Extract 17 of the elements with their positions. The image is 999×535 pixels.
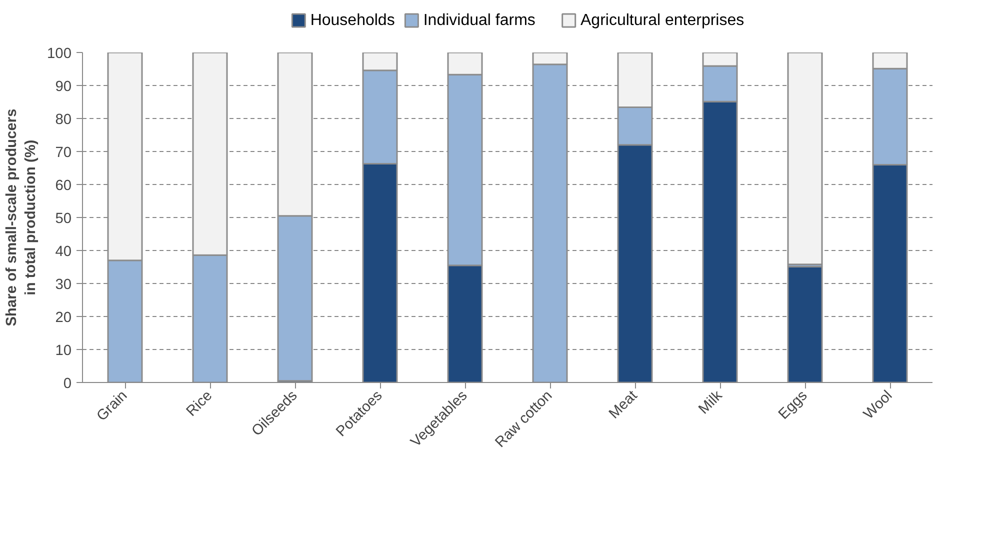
legend-label: Households (310, 12, 395, 29)
y-tick-label: 10 (55, 343, 72, 359)
y-tick-label: 50 (55, 211, 72, 227)
legend-label: Agricultural enterprises (580, 12, 744, 29)
y-axis-title: Share of small-scale producers in total production (%) (4, 108, 40, 326)
y-tick-label: 80 (55, 112, 72, 128)
y-tick-label: 20 (55, 310, 72, 326)
y-tick-label: 30 (55, 277, 72, 293)
y-tick-label: 70 (55, 145, 72, 161)
x-tick-label: Milk (696, 387, 726, 418)
y-tick-label: 90 (55, 79, 72, 95)
legend-label: Individual farms (423, 12, 536, 29)
y-tick-label: 40 (55, 244, 72, 260)
y-tick-label: 60 (55, 178, 72, 194)
y-tick-label: 0 (63, 376, 72, 392)
y-tick-label: 100 (47, 46, 72, 62)
x-tick-label: Rice (184, 388, 216, 420)
